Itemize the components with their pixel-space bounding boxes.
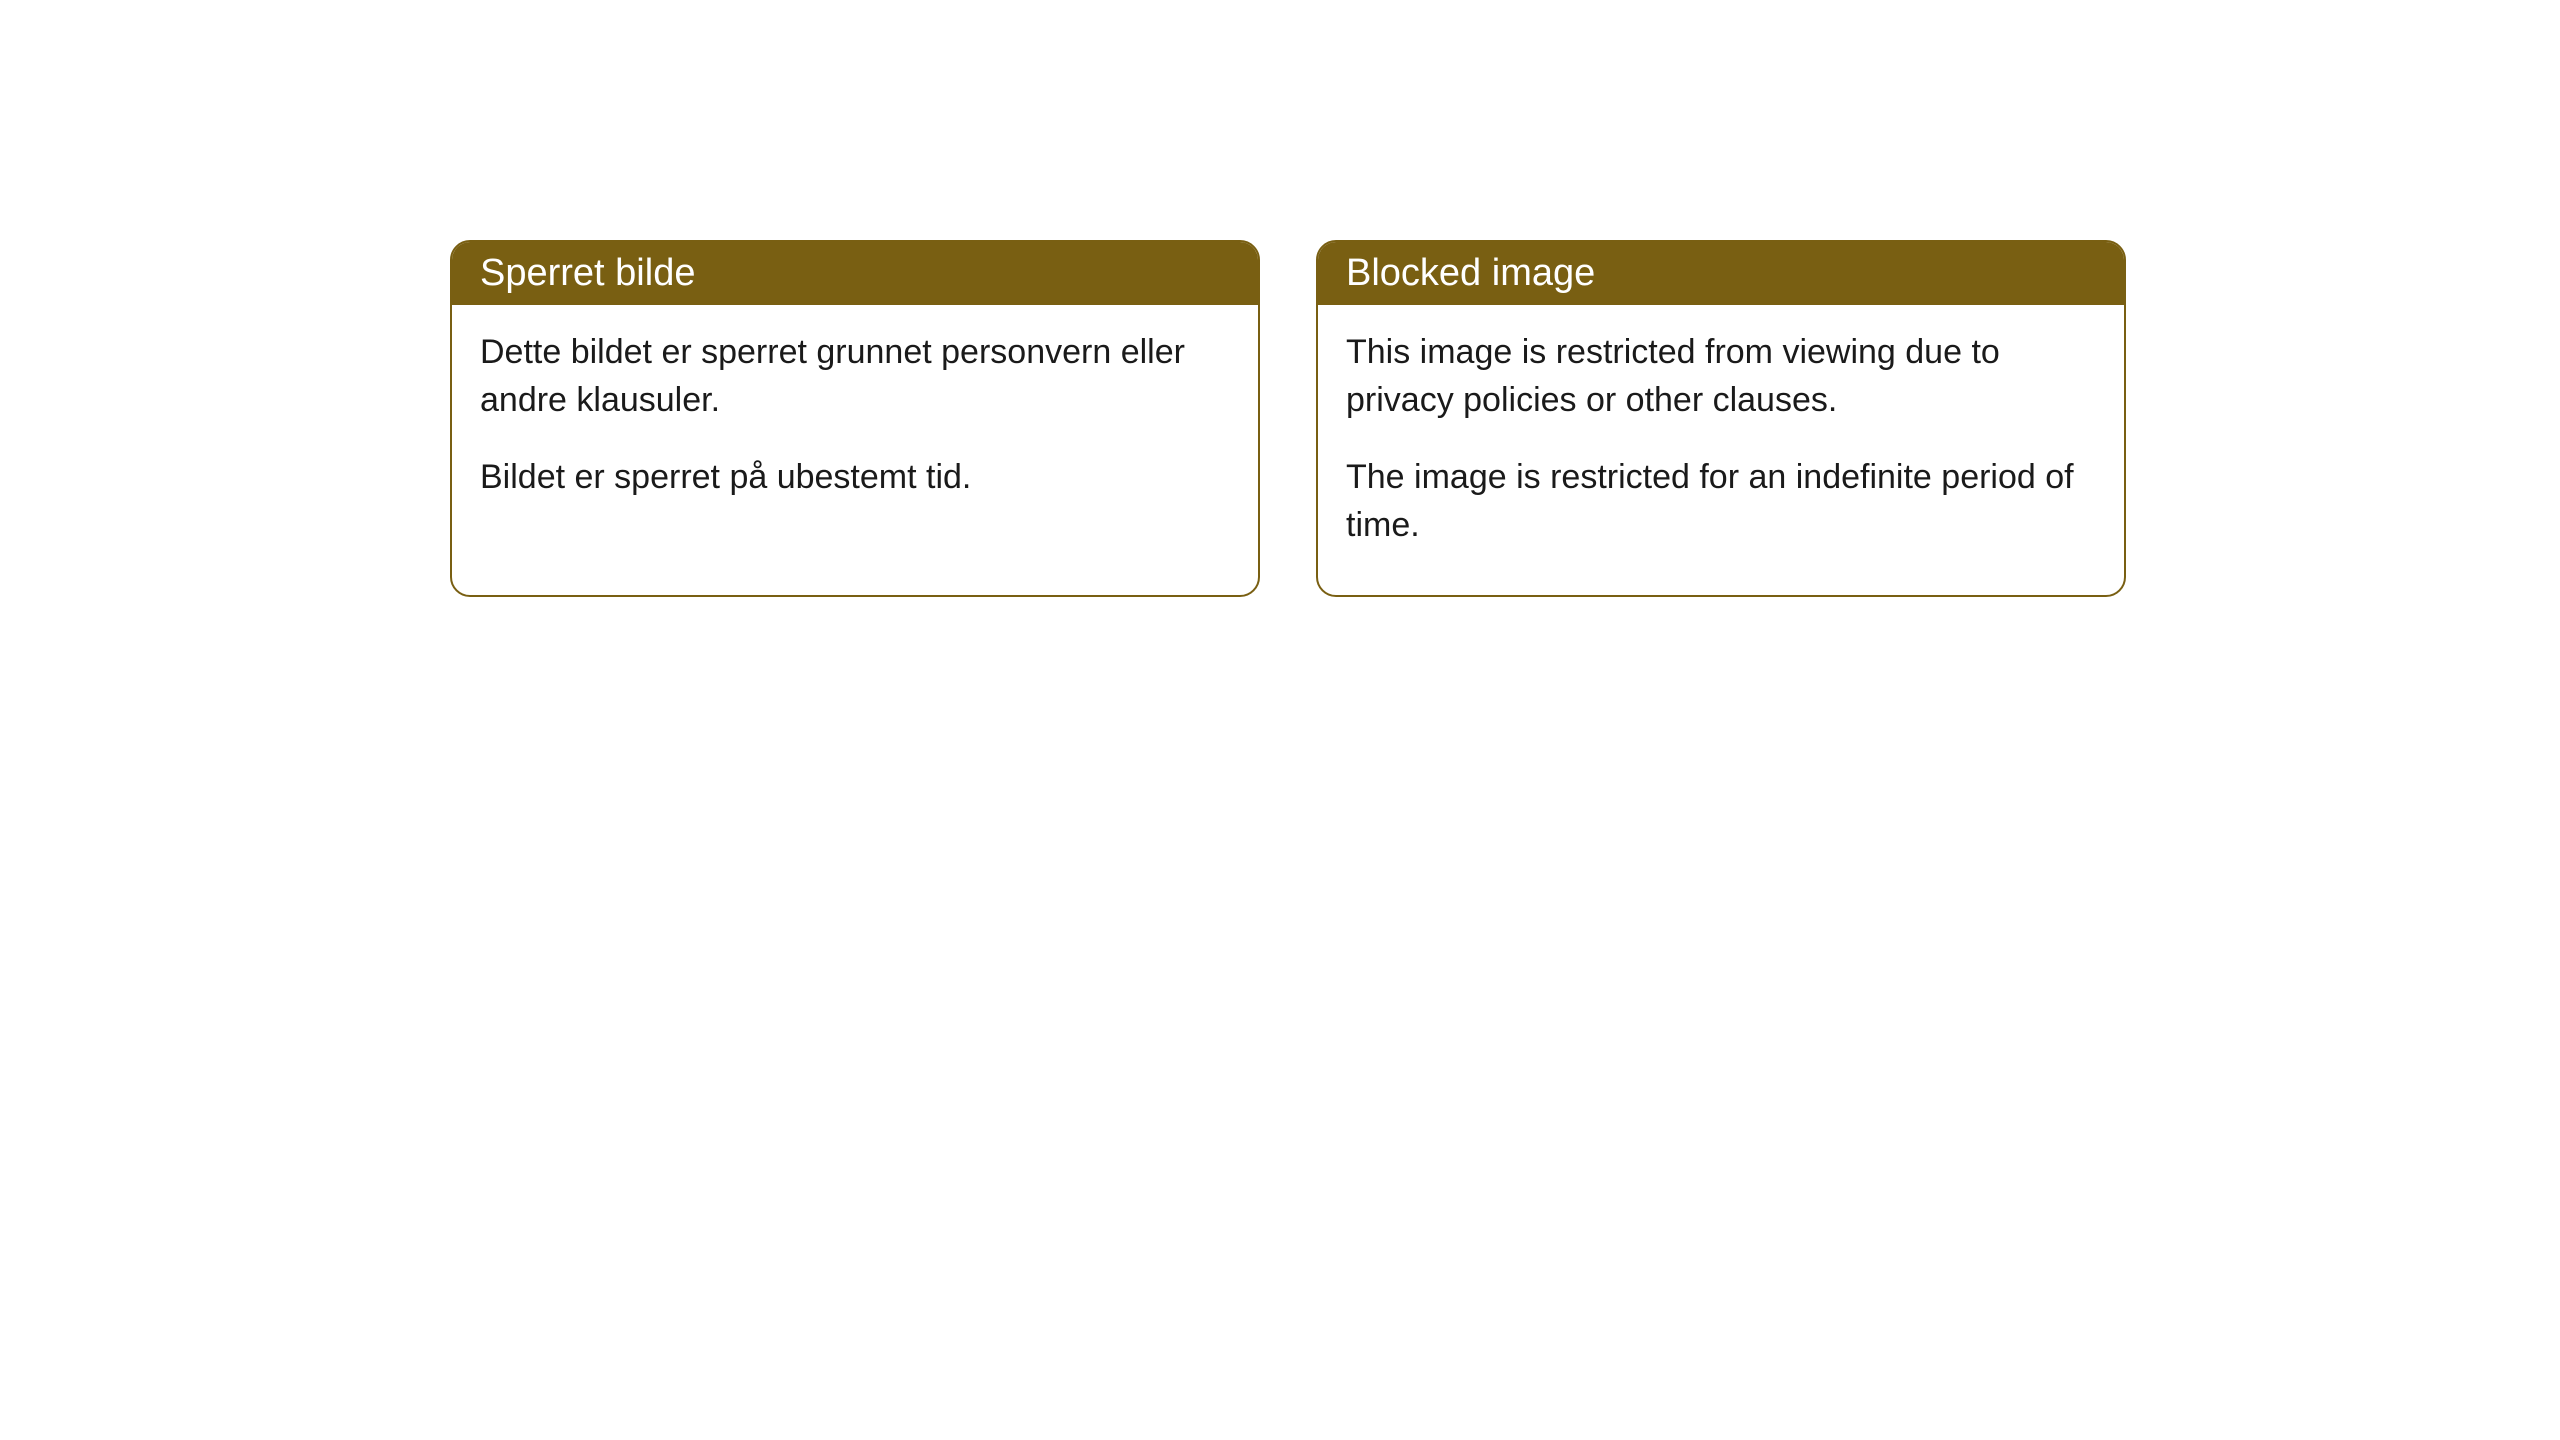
- notice-card-norwegian: Sperret bilde Dette bildet er sperret gr…: [450, 240, 1260, 597]
- card-title: Sperret bilde: [480, 252, 695, 294]
- card-header: Sperret bilde: [452, 242, 1258, 305]
- card-body: This image is restricted from viewing du…: [1318, 305, 2124, 595]
- card-header: Blocked image: [1318, 242, 2124, 305]
- card-paragraph: Dette bildet er sperret grunnet personve…: [480, 329, 1230, 424]
- card-body: Dette bildet er sperret grunnet personve…: [452, 305, 1258, 548]
- notice-container: Sperret bilde Dette bildet er sperret gr…: [0, 0, 2560, 597]
- card-paragraph: Bildet er sperret på ubestemt tid.: [480, 454, 1230, 502]
- card-paragraph: The image is restricted for an indefinit…: [1346, 454, 2096, 549]
- notice-card-english: Blocked image This image is restricted f…: [1316, 240, 2126, 597]
- card-paragraph: This image is restricted from viewing du…: [1346, 329, 2096, 424]
- card-title: Blocked image: [1346, 252, 1595, 294]
